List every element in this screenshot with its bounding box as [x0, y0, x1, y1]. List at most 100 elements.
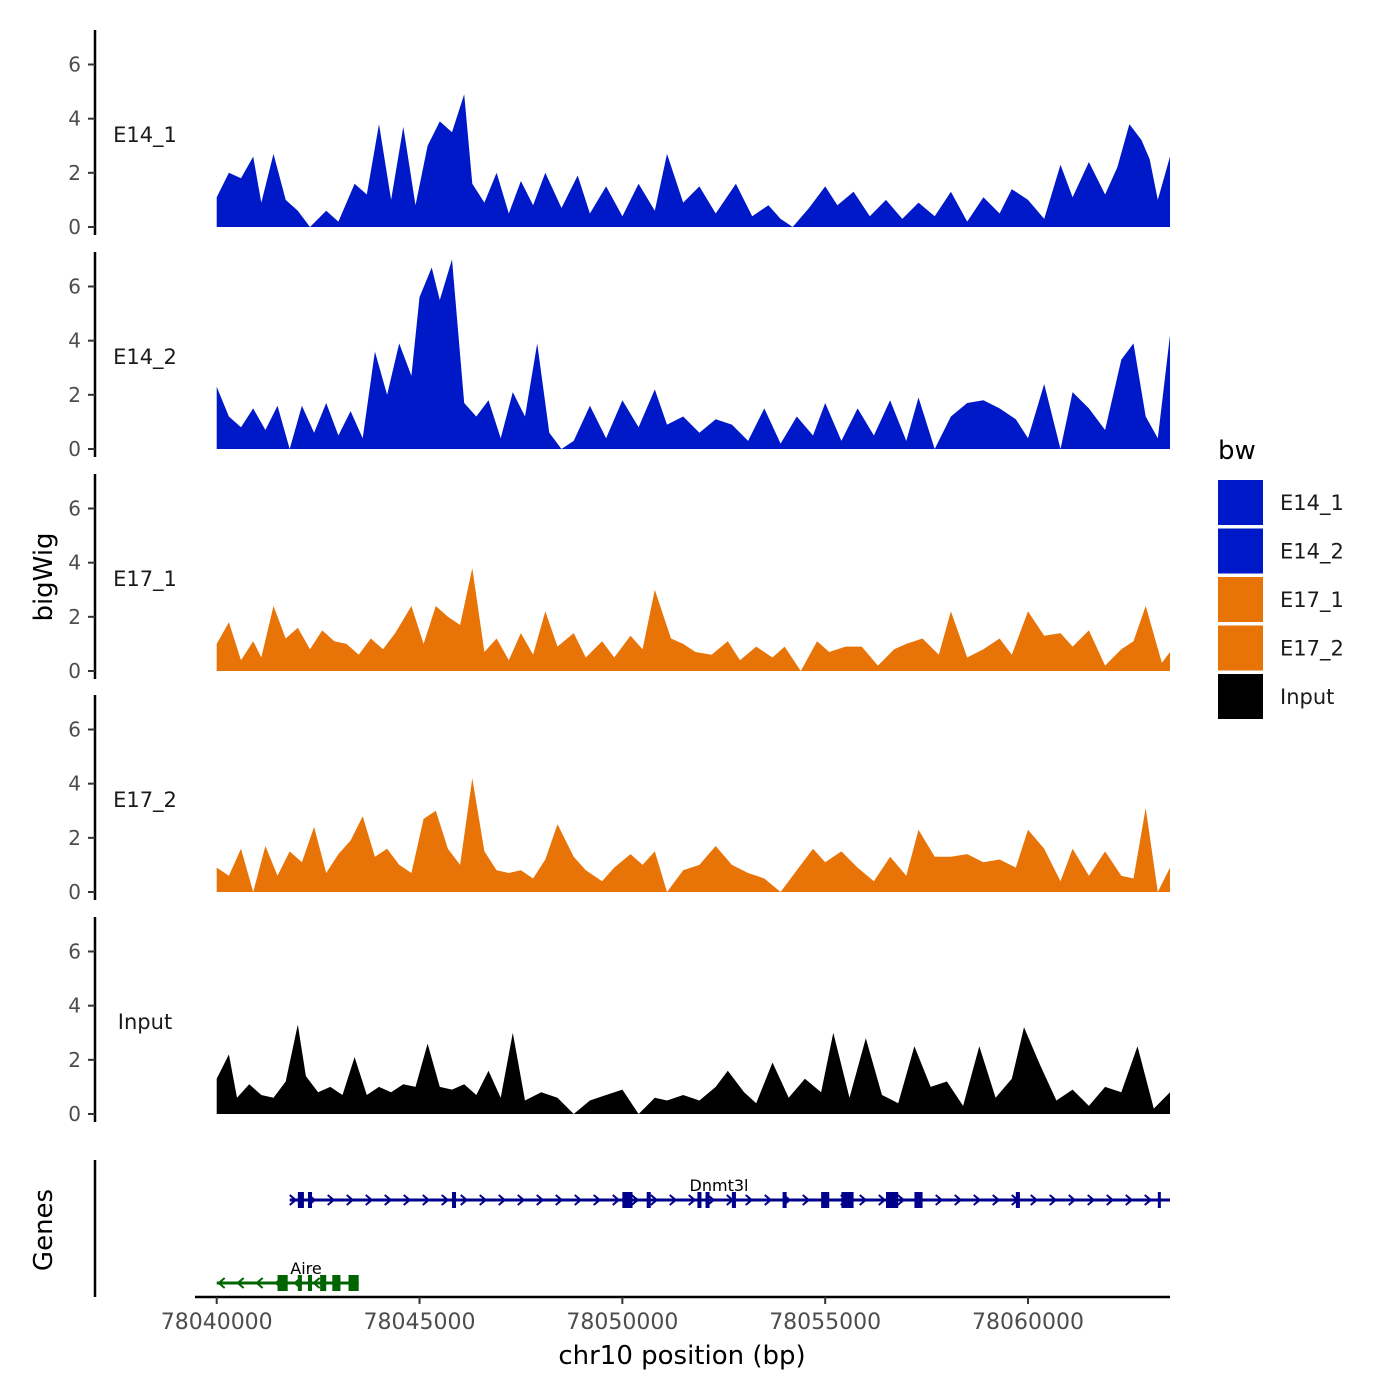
x-tick-label: 78055000	[769, 1310, 881, 1335]
exon-block	[705, 1192, 710, 1208]
legend-label: E14_2	[1280, 540, 1344, 565]
strand-arrow	[441, 1194, 450, 1206]
strand-arrow	[612, 1194, 621, 1206]
x-tick-label: 78060000	[972, 1310, 1084, 1335]
track-label: E14_2	[113, 345, 177, 370]
exon-block	[622, 1192, 633, 1208]
y-tick-label: 4	[68, 329, 81, 353]
strand-arrow	[992, 1194, 1001, 1206]
strand-arrow	[217, 1277, 226, 1289]
genes-panel-title: Genes	[29, 1189, 59, 1271]
y-tick-label: 0	[68, 880, 81, 904]
strand-arrow	[954, 1194, 963, 1206]
exon-block	[320, 1275, 327, 1291]
y-tick-label: 2	[68, 1048, 81, 1072]
exon-block	[297, 1275, 302, 1291]
genes-panel: Aire Dnmt3l	[93, 1160, 1170, 1297]
strand-arrow	[745, 1194, 754, 1206]
legend-title: bw	[1218, 436, 1256, 466]
legend-key-e17-2	[1218, 625, 1263, 671]
exon-block	[841, 1192, 854, 1208]
track-e17-2: 0 2 4 6 E17_2	[68, 695, 1170, 904]
strand-arrow	[460, 1194, 469, 1206]
strand-arrow	[384, 1194, 393, 1206]
strand-arrow	[1068, 1194, 1077, 1206]
exon-block	[731, 1192, 736, 1208]
x-axis: 78040000 78045000 78050000 78055000 78060000	[161, 1295, 1170, 1335]
strand-arrow	[1125, 1194, 1134, 1206]
strand-arrow	[479, 1194, 488, 1206]
x-tick-label: 78040000	[161, 1310, 273, 1335]
x-tick-label: 78045000	[364, 1310, 476, 1335]
strand-arrow	[650, 1194, 659, 1206]
y-tick-label: 4	[68, 551, 81, 575]
legend-key-e14-2	[1218, 528, 1263, 574]
strand-arrow	[707, 1194, 716, 1206]
strand-arrow	[255, 1277, 264, 1289]
track-label: E17_1	[113, 567, 177, 592]
y-tick-label: 2	[68, 826, 81, 850]
strand-arrow	[536, 1194, 545, 1206]
strand-arrow	[631, 1194, 640, 1206]
coverage-tracks: 0 2 4 6 E14_1 0 2 4 6 E14_2 0 2 4 6 E17_1 0 2 4 6 E17_2 0 2 4 6…	[68, 30, 1170, 1126]
legend-label: E17_2	[1280, 637, 1344, 662]
legend-key-e14-1	[1218, 480, 1263, 525]
legend-label: E14_1	[1280, 491, 1344, 516]
track-e14-1: 0 2 4 6 E14_1	[68, 30, 1170, 239]
legend: bw E14_1 E14_2 E17_1 E17_2 Input	[1218, 436, 1344, 719]
strand-arrow	[669, 1194, 678, 1206]
strand-arrow	[312, 1277, 321, 1289]
strand-arrow	[555, 1194, 564, 1206]
legend-label: E17_1	[1280, 588, 1344, 613]
y-axis-title: bigWig	[29, 532, 59, 621]
exon-block	[914, 1192, 923, 1208]
track-input: 0 2 4 6 Input	[68, 917, 1170, 1126]
exon-block	[886, 1192, 899, 1208]
exon-block	[782, 1192, 787, 1208]
gene-label: Aire	[290, 1259, 321, 1278]
exon-block	[332, 1275, 341, 1291]
strand-arrow	[346, 1194, 355, 1206]
strand-arrow	[688, 1194, 697, 1206]
track-e14-2: 0 2 4 6 E14_2	[68, 252, 1170, 461]
exon-block	[348, 1275, 359, 1291]
exon-block	[646, 1192, 651, 1208]
strand-arrow	[1087, 1194, 1096, 1206]
track-label: Input	[118, 1010, 172, 1034]
strand-arrow	[1049, 1194, 1058, 1206]
y-tick-label: 0	[68, 437, 81, 461]
exon-block	[821, 1192, 830, 1208]
strand-arrow	[498, 1194, 507, 1206]
strand-arrow	[403, 1194, 412, 1206]
strand-arrow	[859, 1194, 868, 1206]
strand-arrow	[422, 1194, 431, 1206]
y-tick-label: 6	[68, 940, 81, 964]
strand-arrow	[973, 1194, 982, 1206]
strand-arrow	[935, 1194, 944, 1206]
exon-block	[451, 1192, 457, 1208]
legend-label: Input	[1280, 685, 1334, 709]
track-label: E14_1	[113, 123, 177, 148]
track-label: E17_2	[113, 788, 177, 813]
exon-block	[307, 1192, 313, 1208]
strand-arrow	[327, 1194, 336, 1206]
strand-arrow	[897, 1194, 906, 1206]
strand-arrow	[236, 1277, 245, 1289]
exon-block	[277, 1275, 288, 1291]
y-tick-label: 2	[68, 605, 81, 629]
strand-arrow	[593, 1194, 602, 1206]
y-tick-label: 0	[68, 659, 81, 683]
y-tick-label: 4	[68, 994, 81, 1018]
x-axis-title: chr10 position (bp)	[558, 1341, 805, 1371]
y-tick-label: 6	[68, 275, 81, 299]
coverage-area-input	[216, 1024, 1170, 1114]
gene-label: Dnmt3l	[690, 1176, 749, 1195]
y-tick-label: 4	[68, 772, 81, 796]
legend-key-e17-1	[1218, 577, 1263, 622]
y-tick-label: 2	[68, 383, 81, 407]
x-tick-label: 78050000	[566, 1310, 678, 1335]
y-tick-label: 2	[68, 161, 81, 185]
y-tick-label: 6	[68, 718, 81, 742]
strand-arrow	[1030, 1194, 1039, 1206]
